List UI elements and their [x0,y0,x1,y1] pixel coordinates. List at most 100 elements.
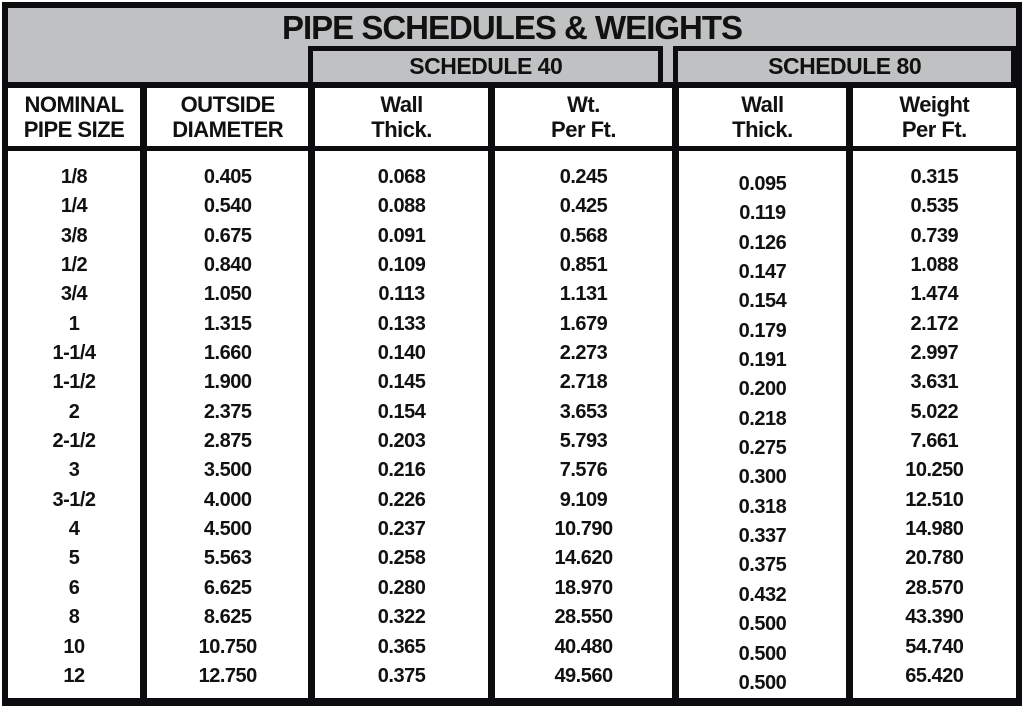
cell: 0.540 [203,195,252,218]
cell: 1.660 [203,342,252,365]
column-sch40-wall-thick: 0.068 0.088 0.091 0.109 0.113 0.133 0.140 0.145… [308,151,487,699]
cell: 0.119 [739,202,786,225]
cell: 0.405 [203,166,252,188]
cell: 0.154 [377,400,426,423]
header-line: PIPE SIZE [23,117,125,142]
col-header-sch40-wt-per-ft: Wt. Per Ft. [487,88,672,146]
cell: 0.203 [377,430,426,453]
cell: 0.500 [738,613,787,636]
col-header-outside-diameter: OUTSIDE DIAMETER [140,88,308,146]
cell: 0.200 [738,378,787,401]
cell: 0.315 [910,166,959,188]
header-line: Wt. [567,91,600,117]
cell: 1.050 [203,283,252,306]
cell: 0.318 [738,495,787,518]
cell: 0.375 [377,664,426,687]
header-line: Wall [741,91,784,117]
cell: 18.970 [554,576,613,599]
cell: 0.322 [377,606,426,629]
cell: 1-1/4 [52,342,96,365]
cell: 12 [63,664,85,687]
cell: 10.750 [198,635,258,658]
cell: 1/4 [60,195,88,218]
cell: 0.154 [738,290,787,313]
column-header-row: NOMINAL PIPE SIZE OUTSIDE DIAMETER Wall … [8,88,1016,151]
cell: 1.474 [910,283,959,306]
cell: 0.851 [559,254,608,277]
cell: 0.245 [559,166,608,188]
cell: 0.365 [377,635,426,658]
cell: 9.109 [559,488,608,511]
cell: 1.131 [559,283,608,306]
cell: 10.250 [905,459,964,482]
cell: 12.510 [905,488,964,511]
col-header-nominal-pipe-size: NOMINAL PIPE SIZE [8,88,140,146]
cell: 1/8 [60,166,88,188]
cell: 2.997 [910,342,959,365]
header-line: Thick. [732,117,793,142]
col-header-sch40-wall-thick: Wall Thick. [308,88,487,146]
cell: 0.300 [738,466,787,489]
cell: 0.068 [377,166,426,188]
cell: 28.550 [554,606,613,629]
cell: 0.500 [738,642,787,665]
cell: 8 [68,606,80,629]
cell: 7.576 [559,459,608,482]
cell: 1 [68,312,80,335]
cell: 0.375 [738,554,787,577]
cell: 1-1/2 [52,371,96,394]
cell: 4.000 [203,488,252,511]
cell: 0.280 [377,576,426,599]
col-header-sch80-wall-thick: Wall Thick. [672,88,845,146]
cell: 40.480 [554,635,613,658]
schedule-40-group-header: SCHEDULE 40 [308,46,664,88]
cell: 4.500 [203,518,252,541]
cell: 5 [68,547,80,570]
cell: 0.275 [738,437,787,460]
cell: 0.739 [910,224,959,247]
cell: 6.625 [203,576,252,599]
page-title: PIPE SCHEDULES & WEIGHTS [281,8,743,47]
column-outside-diameter: 0.405 0.540 0.675 0.840 1.050 1.315 1.660 1.900… [140,151,308,699]
cell: 0.147 [738,261,787,284]
column-sch80-wall-thick: 0.095 0.119 0.126 0.147 0.154 0.179 0.191 0.200… [672,151,845,699]
cell: 14.980 [905,518,964,541]
cell: 0.568 [559,224,608,247]
cell: 3.631 [910,371,959,394]
cell: 7.661 [910,430,959,453]
cell: 2.273 [559,342,608,365]
cell: 65.420 [905,664,964,687]
cell: 0.088 [377,195,426,218]
cell: 14.620 [554,547,613,570]
cell: 1.900 [203,371,252,394]
cell: 0.091 [377,224,426,247]
column-sch80-weight-per-ft: 0.315 0.535 0.739 1.088 1.474 2.172 2.997 3.631… [845,151,1016,699]
column-sch40-wt-per-ft: 0.245 0.425 0.568 0.851 1.131 1.679 2.273 2.718… [487,151,672,699]
header-line: Per Ft. [901,117,967,142]
cell: 1.088 [910,254,959,277]
cell: 2-1/2 [52,430,96,453]
cell: 0.216 [377,459,426,482]
cell: 3.653 [559,400,608,423]
header-line: Thick. [371,117,432,142]
cell: 3/4 [60,283,88,306]
header-line: NOMINAL [24,91,124,117]
cell: 1.679 [559,312,608,335]
cell: 0.535 [910,195,959,218]
cell: 12.750 [198,664,258,687]
cell: 2.875 [203,430,252,453]
cell: 0.432 [738,583,787,606]
table-body: 1/8 1/4 3/8 1/2 3/4 1 1-1/4 1-1/2 2 2-1/2 3 3-1/2 4 5… [8,151,1016,699]
schedule-80-group-header: SCHEDULE 80 [673,46,1016,88]
cell: 0.425 [559,195,608,218]
cell: 0.133 [377,312,426,335]
cell: 54.740 [905,635,964,658]
cell: 0.675 [203,224,252,247]
header-line: OUTSIDE [180,91,276,117]
cell: 0.226 [377,488,426,511]
cell: 0.113 [378,283,425,306]
cell: 8.625 [203,606,252,629]
cell: 0.109 [377,254,426,277]
cell: 3/8 [60,224,88,247]
